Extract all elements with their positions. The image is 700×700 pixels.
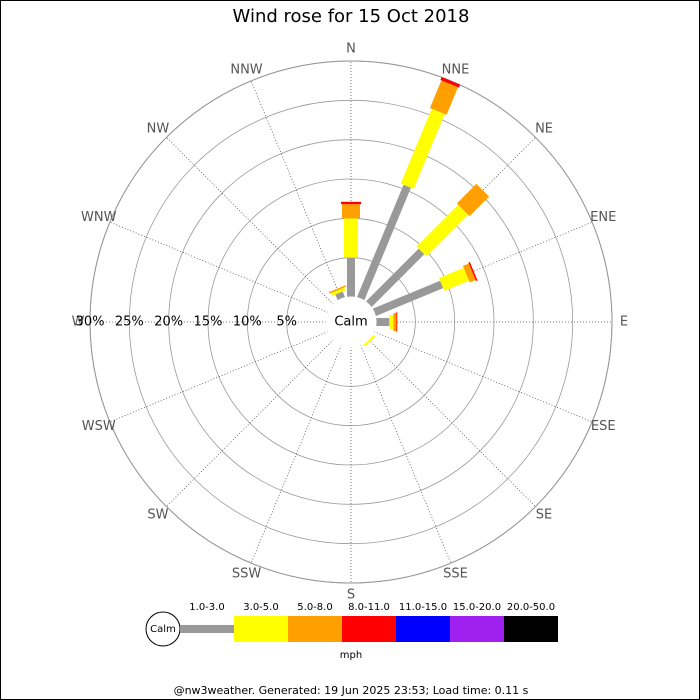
direction-label: SE (536, 508, 552, 523)
ring (89, 60, 613, 584)
direction-label: N (346, 42, 356, 57)
direction-label: NE (535, 121, 553, 136)
direction-label: E (620, 315, 628, 330)
bar-segment (416, 204, 469, 257)
bar-segment (344, 218, 358, 258)
bar-segment (328, 285, 347, 294)
chart-title: Wind rose for 15 Oct 2018 (233, 6, 470, 27)
legend-swatch (234, 616, 288, 642)
calm-label: Calm (334, 315, 367, 330)
bar-segment (396, 312, 398, 332)
r-tick-label: 30% (76, 315, 105, 330)
bar-segment (363, 334, 376, 347)
bar-segment (389, 315, 394, 329)
bar-segment (341, 201, 361, 205)
bar-segment (462, 263, 476, 283)
spoke (250, 80, 342, 300)
legend-label: 15.0-20.0 (453, 602, 501, 613)
bars (328, 77, 490, 347)
bar-segment (393, 313, 397, 331)
footer: @nw3weather. Generated: 19 Jun 2025 23:5… (174, 684, 529, 697)
r-tick-label: 20% (154, 315, 183, 330)
bar-segment (429, 80, 458, 115)
direction-label: SSE (443, 567, 468, 582)
legend-label: 8.0-11.0 (348, 602, 390, 613)
legend-label: 3.0-5.0 (243, 602, 278, 613)
spoke (109, 221, 329, 313)
bar-segment (375, 318, 390, 326)
ring (128, 99, 574, 545)
calm-circle (325, 296, 377, 348)
bar-segment (347, 257, 355, 297)
direction-label: ESE (591, 419, 616, 434)
legend-swatch (180, 625, 234, 633)
direction-label: NW (147, 121, 170, 136)
direction-label: NNE (442, 62, 470, 77)
spoke (373, 331, 593, 423)
legend-label: 1.0-3.0 (189, 602, 224, 613)
direction-label: SSW (232, 567, 262, 582)
legend-calm-label: Calm (150, 624, 176, 635)
direction-label: NNW (230, 62, 262, 77)
bar-segment (400, 108, 445, 189)
legend-swatch (288, 616, 342, 642)
r-tick-label: 25% (115, 315, 144, 330)
spoke (250, 344, 342, 564)
direction-label: W (72, 315, 85, 330)
bar-segment (468, 261, 478, 282)
spoke (360, 344, 452, 564)
legend-swatch (450, 616, 504, 642)
direction-label: WNW (81, 210, 117, 225)
bar-segment (342, 204, 360, 219)
legend-swatch (396, 616, 450, 642)
ring (168, 139, 534, 505)
spoke (368, 339, 536, 507)
direction-label: WSW (82, 419, 116, 434)
direction-label: S (347, 588, 355, 603)
legend-label: 20.0-50.0 (507, 602, 555, 613)
r-tick-label: 15% (194, 315, 223, 330)
direction-label: SW (147, 508, 168, 523)
bar-segment (365, 248, 425, 308)
direction-label: ENE (590, 210, 616, 225)
legend-label: 11.0-15.0 (399, 602, 447, 613)
spoke (166, 137, 334, 305)
bar-segment (356, 184, 411, 301)
bar-segment (331, 287, 346, 296)
r-tick-label: 10% (233, 315, 262, 330)
spoke (109, 331, 329, 423)
spoke (166, 339, 334, 507)
legend-swatch (504, 616, 558, 642)
bar-segment (372, 280, 444, 317)
legend-unit: mph (340, 650, 362, 661)
r-tick-label: 5% (276, 315, 297, 330)
bar-segment (440, 77, 461, 88)
legend-swatch (342, 616, 396, 642)
bar-segment (439, 267, 470, 291)
bar-segment (456, 183, 490, 217)
legend-label: 5.0-8.0 (297, 602, 332, 613)
